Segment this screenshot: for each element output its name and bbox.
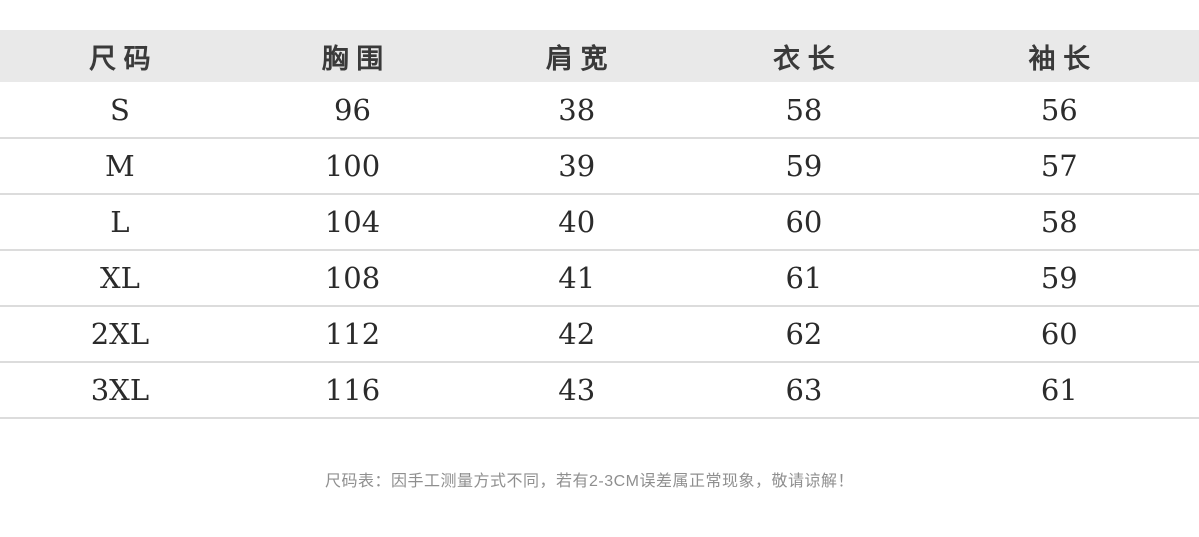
table-row-2xl: 2XL 112 42 62 60 <box>0 306 1199 363</box>
size-label: XL <box>0 250 240 307</box>
shoulder-value: 38 <box>465 82 689 139</box>
sleeve-value: 59 <box>919 250 1199 307</box>
table-row-xl: XL 108 41 61 59 <box>0 250 1199 307</box>
column-header-shoulder-width: 肩宽 <box>545 43 616 75</box>
column-header-size: 尺码 <box>89 43 159 75</box>
size-label: 2XL <box>0 306 240 363</box>
measurement-disclaimer-note: 尺码表：因手工测量方式不同，若有2-3CM误差属正常现象，敬请谅解！ <box>325 473 855 490</box>
sleeve-value: 60 <box>919 306 1199 363</box>
chest-value: 100 <box>239 138 466 195</box>
size-table: 尺码 胸围 肩宽 衣长 袖长 S 96 38 58 56 M 100 39 59… <box>0 30 1199 419</box>
shoulder-value: 39 <box>465 138 689 195</box>
top-margin <box>0 0 1199 30</box>
length-value: 61 <box>688 250 920 307</box>
size-table-header: 尺码 胸围 肩宽 衣长 袖长 <box>0 30 1199 82</box>
table-row-3xl: 3XL 116 43 63 61 <box>0 362 1199 419</box>
table-row-l: L 104 40 60 58 <box>0 194 1199 251</box>
shoulder-value: 42 <box>465 306 689 363</box>
sleeve-value: 61 <box>919 362 1199 419</box>
length-value: 59 <box>688 138 920 195</box>
column-header-sleeve-length: 袖长 <box>1028 43 1098 75</box>
length-value: 63 <box>688 362 920 419</box>
table-row-s: S 96 38 58 56 <box>0 82 1199 139</box>
chest-value: 108 <box>239 250 466 307</box>
sleeve-value: 58 <box>919 194 1199 251</box>
size-label: 3XL <box>0 362 240 419</box>
sleeve-value: 57 <box>919 138 1199 195</box>
length-value: 62 <box>688 306 920 363</box>
header-row: 尺码 胸围 肩宽 衣长 袖长 <box>0 30 1199 82</box>
size-label: S <box>0 82 240 139</box>
size-label: L <box>0 194 240 251</box>
chest-value: 104 <box>239 194 466 251</box>
size-label: M <box>0 138 240 195</box>
table-row-m: M 100 39 59 57 <box>0 138 1199 195</box>
shoulder-value: 41 <box>465 250 689 307</box>
chest-value: 116 <box>239 362 466 419</box>
shoulder-value: 43 <box>465 362 689 419</box>
length-value: 60 <box>688 194 920 251</box>
size-table-body: S 96 38 58 56 M 100 39 59 57 L 104 40 60… <box>0 82 1199 419</box>
column-header-chest: 胸围 <box>321 43 391 75</box>
length-value: 58 <box>688 82 920 139</box>
shoulder-value: 40 <box>465 194 689 251</box>
chest-value: 112 <box>239 306 466 363</box>
column-header-garment-length: 衣长 <box>773 43 843 75</box>
chest-value: 96 <box>239 82 466 139</box>
sleeve-value: 56 <box>919 82 1199 139</box>
